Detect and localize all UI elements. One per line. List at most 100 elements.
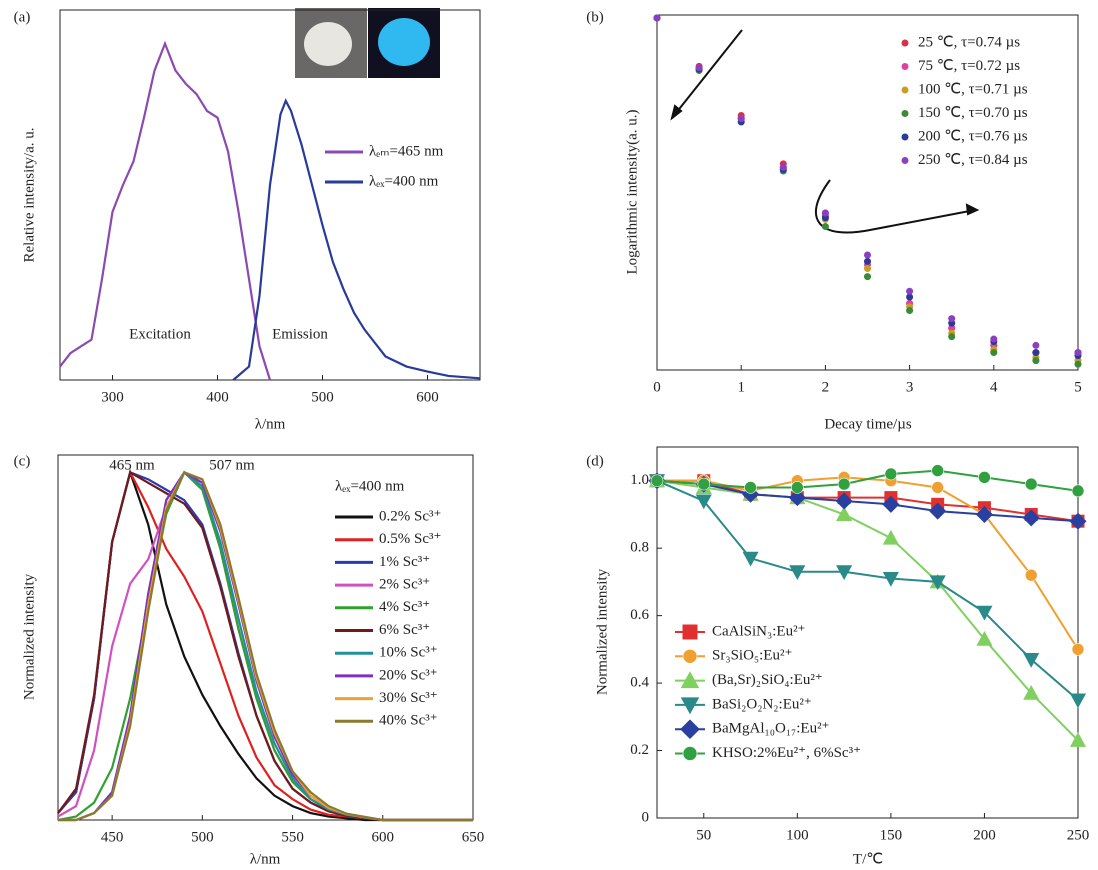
legend-label: 10% Sc³⁺	[379, 645, 438, 661]
y-axis-label: Relative intensity/a. u.	[21, 128, 37, 263]
marker	[975, 505, 993, 523]
legend-label: (Ba,Sr)₂SiO₄:Eu²⁺	[712, 672, 823, 688]
panel-label: (d)	[586, 453, 604, 469]
x-tick-label: 650	[462, 829, 485, 845]
legend-label: 4% Sc³⁺	[379, 599, 430, 615]
marker	[650, 474, 664, 488]
marker	[976, 631, 993, 646]
x-tick-label: 300	[101, 389, 124, 405]
panel-label: (c)	[14, 453, 31, 469]
marker	[1024, 568, 1038, 582]
series-line	[657, 479, 1079, 523]
legend-title: λₑₓ=400 nm	[335, 478, 405, 494]
legend-swatch	[901, 110, 909, 117]
x-axis-label: T/℃	[853, 851, 883, 867]
legend-label: BaSi₂O₂N₂:Eu²⁺	[712, 696, 812, 712]
legend-label: 1% Sc³⁺	[379, 554, 430, 570]
x-tick-label: 600	[372, 829, 395, 845]
powder-white	[304, 22, 352, 66]
y-tick-label: 0	[642, 809, 650, 825]
annotation: 507 nm	[209, 457, 255, 473]
marker	[791, 481, 804, 494]
y-tick-label: 0.6	[630, 607, 649, 623]
x-tick-label: 4	[990, 379, 998, 395]
marker	[1069, 693, 1087, 709]
data-point	[948, 324, 956, 332]
data-point	[864, 265, 871, 273]
marker	[744, 481, 757, 494]
marker	[931, 464, 944, 477]
x-tick-label: 200	[973, 827, 996, 843]
y-tick-label: 1.0	[630, 472, 649, 488]
y-tick-label: 0.2	[630, 742, 649, 758]
data-point	[906, 307, 914, 315]
marker	[1071, 643, 1085, 656]
marker	[789, 565, 806, 581]
legend-label: KHSO:2%Eu²⁺, 6%Sc³⁺	[712, 745, 861, 761]
legend-label: 25 ℃, τ=0.74 µs	[918, 34, 1020, 50]
legend-marker	[680, 719, 700, 740]
powder-blue	[378, 18, 430, 66]
marker	[788, 489, 806, 507]
legend-label: 100 ℃, τ=0.71 µs	[918, 81, 1028, 97]
legend-label: λₑₓ=400 nm	[369, 173, 439, 189]
legend-label: Sr₃SiO₅:Eu²⁺	[712, 648, 792, 664]
legend-label: 0.5% Sc³⁺	[379, 531, 441, 547]
marker	[1022, 509, 1040, 527]
data-point	[821, 209, 829, 217]
legend-swatch	[901, 39, 909, 47]
legend-marker	[682, 624, 698, 640]
legend-label: 30% Sc³⁺	[379, 690, 438, 706]
data-point	[948, 315, 956, 323]
data-point	[737, 115, 745, 123]
x-tick-label: 0	[653, 379, 661, 395]
marker	[1071, 484, 1085, 498]
panel-label: (a)	[14, 9, 31, 25]
data-point	[653, 14, 661, 22]
marker	[836, 565, 853, 581]
marker	[835, 492, 853, 510]
legend-swatch	[901, 133, 909, 141]
series-line	[656, 479, 1079, 701]
arrow	[671, 29, 743, 119]
data-point	[906, 287, 914, 295]
legend-label: 75 ℃, τ=0.72 µs	[918, 58, 1020, 74]
x-axis-label: λ/nm	[250, 851, 281, 867]
marker	[882, 495, 900, 513]
y-tick-label: 0.4	[630, 675, 649, 691]
marker	[695, 494, 712, 510]
legend-label: 40% Sc³⁺	[379, 713, 438, 729]
arrowhead	[965, 203, 980, 216]
legend-label: 150 ℃, τ=0.70 µs	[918, 105, 1028, 121]
x-tick-label: 400	[206, 389, 229, 405]
x-tick-label: 500	[311, 389, 334, 405]
annotation: 465 nm	[109, 457, 155, 473]
marker	[837, 477, 851, 491]
marker	[931, 481, 944, 494]
legend-label: CaAlSiN₃:Eu²⁺	[712, 623, 805, 639]
series-line	[59, 40, 272, 381]
y-tick-label: 0.8	[630, 540, 649, 556]
x-tick-label: 550	[281, 829, 304, 845]
legend-label: 0.2% Sc³⁺	[379, 508, 441, 524]
data-point	[990, 335, 998, 343]
x-tick-label: 150	[880, 827, 903, 843]
y-axis-label: Logarithmic intensity(a. u.)	[624, 110, 640, 275]
marker	[884, 467, 898, 481]
legend-swatch	[901, 157, 909, 164]
marker	[929, 502, 947, 520]
data-point	[864, 251, 871, 259]
legend-marker	[682, 746, 698, 761]
data-point	[1074, 360, 1082, 368]
arrow	[814, 179, 976, 234]
marker	[836, 506, 853, 521]
plot-frame	[656, 14, 1079, 371]
x-axis-label: λ/nm	[255, 416, 286, 432]
x-tick-label: 3	[906, 379, 914, 395]
annotation: Excitation	[129, 326, 191, 342]
marker	[1023, 652, 1040, 668]
marker	[1024, 477, 1038, 491]
x-tick-label: 500	[191, 829, 214, 845]
